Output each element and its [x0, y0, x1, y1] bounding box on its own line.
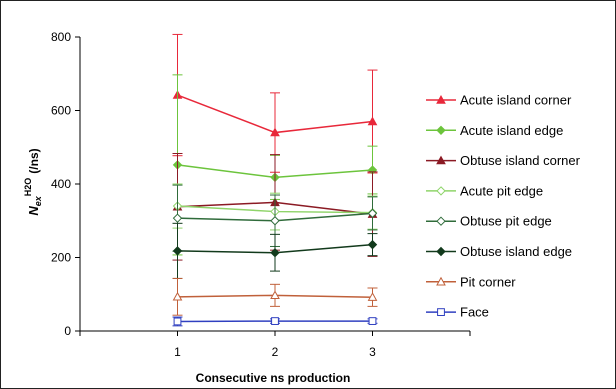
legend-marker: [436, 246, 446, 257]
data-point: [172, 246, 183, 256]
data-point: [270, 290, 280, 300]
legend-item-4: Obtuse pit edge: [426, 214, 552, 229]
y-tick-label: 200: [51, 251, 71, 265]
legend-item-6: Pit corner: [426, 274, 516, 289]
series-6: [172, 277, 378, 316]
data-point: [271, 317, 279, 325]
legend: Acute island corner Acute island edge Obtu…: [426, 93, 581, 320]
axes: 0 200 400 600 800 1 2 3: [51, 30, 471, 359]
series-0: [172, 33, 378, 174]
legend-label: Obtuse island edge: [460, 244, 572, 259]
legend-label: Obtuse pit edge: [460, 214, 552, 229]
legend-label: Pit corner: [460, 274, 516, 289]
legend-marker: [436, 186, 446, 196]
y-axis-label-sub: ex: [33, 195, 43, 206]
y-axis-label-main: N: [26, 206, 41, 216]
y-tick-label: 400: [51, 177, 71, 191]
data-point: [173, 317, 182, 326]
legend-marker: [436, 216, 446, 226]
x-tick-label: 3: [369, 345, 376, 359]
x-axis-label: Consecutive ns production: [196, 371, 351, 385]
series-layer: [172, 33, 378, 327]
data-point: [270, 127, 280, 137]
series-7: [172, 316, 378, 327]
y-axis-label-sup: H2O: [23, 178, 33, 197]
data-point: [368, 317, 377, 325]
legend-marker: [436, 94, 446, 104]
legend-item-7: Face: [426, 305, 489, 320]
legend-label: Face: [460, 305, 489, 320]
data-point: [367, 208, 378, 219]
data-point: [172, 213, 183, 223]
y-axis-label-unit: (/ns): [27, 148, 41, 173]
y-axis-label: NexH2O (/ns): [23, 148, 43, 215]
data-point: [270, 216, 280, 226]
legend-marker: [436, 155, 446, 165]
legend-item-5: Obtuse island edge: [426, 244, 572, 259]
legend-item-1: Acute island edge: [426, 123, 563, 138]
legend-label: Acute island corner: [460, 93, 572, 108]
data-point: [367, 239, 378, 250]
legend-label: Acute pit edge: [460, 183, 543, 198]
x-tick-label: 1: [174, 345, 181, 359]
data-point: [172, 291, 183, 301]
data-point: [270, 248, 280, 258]
legend-label: Obtuse island corner: [460, 153, 581, 168]
legend-item-0: Acute island corner: [426, 93, 572, 108]
y-tick-label: 600: [51, 104, 71, 118]
data-point: [367, 292, 378, 301]
legend-marker: [437, 308, 445, 317]
y-tick-label: 800: [51, 30, 71, 44]
legend-marker: [436, 125, 446, 136]
legend-item-3: Acute pit edge: [426, 183, 543, 198]
y-tick-label: 0: [64, 324, 71, 338]
legend-item-2: Obtuse island corner: [426, 153, 581, 168]
x-tick-label: 2: [272, 345, 279, 359]
series-5: [172, 222, 378, 279]
legend-label: Acute island edge: [460, 123, 563, 138]
data-point: [367, 116, 378, 126]
legend-marker: [436, 276, 446, 286]
